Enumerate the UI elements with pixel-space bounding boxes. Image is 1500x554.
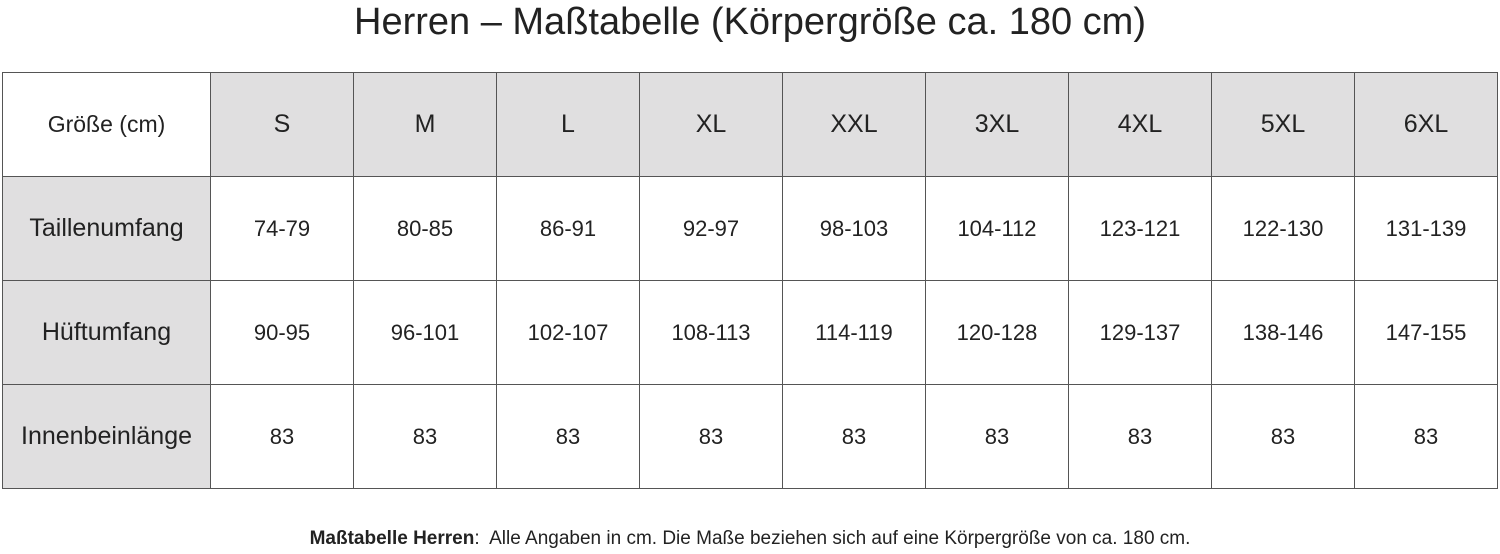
size-header: 3XL (925, 72, 1069, 177)
cell: 83 (925, 384, 1069, 489)
size-header: L (496, 72, 640, 177)
footnote: Maßtabelle Herren: Alle Angaben in cm. D… (0, 526, 1500, 552)
size-table: Größe (cm) S M L XL XXL 3XL 4XL 5XL 6XL Taillenumf… (2, 72, 1498, 489)
header-row: Größe (cm) S M L XL XXL 3XL 4XL 5XL 6XL (2, 72, 1498, 177)
size-header: M (353, 72, 497, 177)
cell: 83 (1068, 384, 1212, 489)
footnote-label: Maßtabelle Herren (309, 528, 475, 549)
size-header: XL (639, 72, 783, 177)
cell: 123-121 (1068, 176, 1212, 281)
table-row: Innenbeinlänge 83 83 83 83 83 83 83 83 83 (2, 384, 1498, 489)
row-label: Hüftumfang (2, 280, 211, 385)
row-label: Taillenumfang (2, 176, 211, 281)
cell: 104-112 (925, 176, 1069, 281)
row-label: Innenbeinlänge (2, 384, 211, 489)
size-header: 4XL (1068, 72, 1212, 177)
cell: 108-113 (639, 280, 783, 385)
cell: 129-137 (1068, 280, 1212, 385)
title: Herren – Maßtabelle (Körpergröße ca. 180… (354, 1, 1146, 43)
cell: 98-103 (782, 176, 926, 281)
cell: 83 (782, 384, 926, 489)
cell: 131-139 (1354, 176, 1498, 281)
cell: 83 (353, 384, 497, 489)
size-header: S (210, 72, 354, 177)
cell: 114-119 (782, 280, 926, 385)
size-header: 5XL (1211, 72, 1355, 177)
footnote-text: : Alle Angaben in cm. Die Maße beziehen … (474, 528, 1191, 549)
cell: 90-95 (210, 280, 354, 385)
size-header: 6XL (1354, 72, 1498, 177)
cell: 102-107 (496, 280, 640, 385)
cell: 83 (496, 384, 640, 489)
cell: 147-155 (1354, 280, 1498, 385)
corner-cell: Größe (cm) (2, 72, 211, 177)
table-row: Hüftumfang 90-95 96-101 102-107 108-113 114-1… (2, 280, 1498, 385)
cell: 74-79 (210, 176, 354, 281)
cell: 80-85 (353, 176, 497, 281)
cell: 92-97 (639, 176, 783, 281)
cell: 86-91 (496, 176, 640, 281)
cell: 83 (639, 384, 783, 489)
cell: 83 (210, 384, 354, 489)
cell: 122-130 (1211, 176, 1355, 281)
table-row: Taillenumfang 74-79 80-85 86-91 92-97 98-103 1… (2, 176, 1498, 281)
size-header: XXL (782, 72, 926, 177)
cell: 96-101 (353, 280, 497, 385)
cell: 138-146 (1211, 280, 1355, 385)
cell: 83 (1211, 384, 1355, 489)
cell: 83 (1354, 384, 1498, 489)
cell: 120-128 (925, 280, 1069, 385)
